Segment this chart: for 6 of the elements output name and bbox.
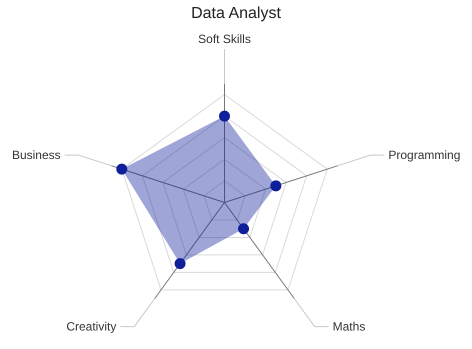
spoke-label: Soft Skills	[198, 32, 251, 46]
chart-title: Data Analyst	[191, 5, 282, 22]
spoke-label: Business	[12, 148, 61, 162]
spoke-label: Creativity	[66, 320, 116, 334]
spoke-label: Maths	[332, 320, 366, 334]
spoke-label: Programming	[388, 148, 460, 162]
